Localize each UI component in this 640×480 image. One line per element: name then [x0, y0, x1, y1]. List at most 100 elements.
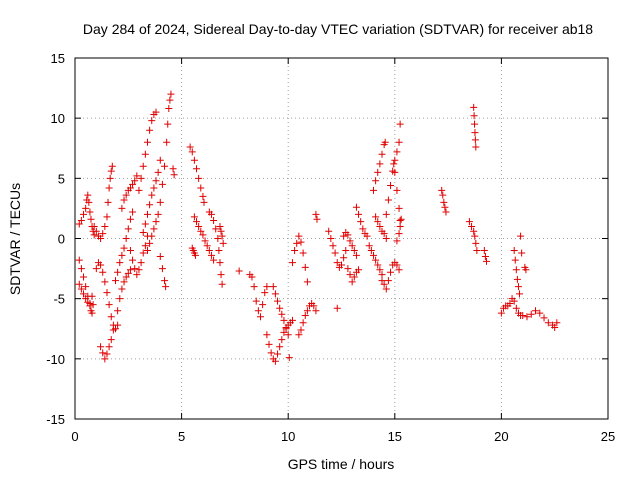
data-point — [439, 191, 447, 199]
data-point — [143, 210, 151, 218]
data-point — [166, 96, 174, 104]
data-point — [193, 165, 201, 173]
data-point — [120, 244, 128, 252]
data-point — [512, 266, 520, 274]
series-arc-ao — [465, 218, 481, 255]
data-point — [105, 184, 113, 192]
series-arc-ac — [333, 304, 341, 312]
data-point — [312, 307, 320, 315]
data-point — [352, 251, 360, 259]
data-point — [216, 259, 224, 267]
data-point — [250, 283, 258, 291]
data-point — [80, 210, 88, 218]
data-point — [104, 198, 112, 206]
series-arc-ah — [372, 213, 390, 242]
data-point — [141, 220, 149, 228]
data-point — [86, 302, 94, 310]
data-point — [191, 251, 199, 259]
data-point — [75, 256, 83, 264]
data-point — [387, 182, 395, 190]
data-point — [103, 350, 111, 358]
data-points — [75, 90, 561, 365]
data-point — [99, 230, 107, 238]
data-point — [114, 268, 122, 276]
data-point — [203, 242, 211, 250]
data-point — [523, 313, 531, 321]
x-tick-label: 0 — [71, 429, 78, 444]
data-point — [285, 354, 293, 362]
data-point — [372, 256, 380, 264]
data-point — [395, 204, 403, 212]
data-point — [256, 313, 264, 321]
series-arc-o — [169, 165, 178, 179]
data-point — [85, 198, 93, 206]
data-point — [77, 216, 85, 224]
series-arc-an — [438, 186, 450, 216]
data-point — [340, 232, 348, 240]
data-point — [380, 280, 388, 288]
x-tick-label: 15 — [388, 429, 402, 444]
grid-lines — [75, 58, 608, 419]
data-point — [88, 292, 96, 300]
data-point — [303, 307, 311, 315]
data-point — [137, 174, 145, 182]
data-point — [471, 136, 479, 144]
data-point — [101, 278, 109, 286]
data-point — [89, 301, 97, 309]
data-point — [112, 277, 120, 285]
data-point — [376, 222, 384, 230]
data-point — [82, 204, 90, 212]
data-point — [551, 324, 559, 332]
data-point — [381, 138, 389, 146]
data-point — [391, 168, 399, 176]
data-point — [190, 213, 198, 221]
data-point — [146, 201, 154, 209]
series-arc-h — [114, 266, 134, 315]
data-point — [77, 285, 85, 293]
data-point — [522, 266, 530, 274]
data-point — [471, 120, 479, 128]
data-point — [129, 256, 137, 264]
data-point — [344, 265, 352, 273]
data-point — [248, 273, 256, 281]
data-point — [363, 232, 371, 240]
data-point — [325, 227, 333, 235]
data-point — [107, 313, 115, 321]
data-point — [513, 275, 521, 283]
data-point — [107, 167, 115, 175]
data-point — [274, 350, 282, 358]
data-point — [217, 271, 225, 279]
data-point — [395, 266, 403, 274]
series-arc-m — [143, 210, 170, 291]
data-point — [269, 283, 277, 291]
data-point — [124, 269, 132, 277]
data-point — [393, 237, 401, 245]
data-point — [169, 165, 177, 173]
data-point — [510, 297, 518, 305]
data-point — [295, 331, 303, 339]
data-point — [97, 261, 105, 269]
data-point — [116, 259, 124, 267]
y-tick-label: 10 — [51, 111, 65, 126]
data-point — [519, 312, 527, 320]
y-tick-label: -5 — [53, 292, 65, 307]
y-tick-label: 15 — [51, 51, 65, 66]
data-point — [518, 249, 526, 257]
data-point — [199, 231, 207, 239]
data-point — [165, 105, 173, 113]
data-point — [280, 328, 288, 336]
data-point — [200, 198, 208, 206]
data-point — [154, 168, 162, 176]
data-point — [161, 277, 169, 285]
data-point — [369, 251, 377, 259]
series-arc-g — [112, 208, 137, 285]
data-point — [544, 319, 552, 327]
data-point — [156, 198, 164, 206]
data-point — [235, 267, 243, 275]
data-point — [553, 319, 561, 327]
data-point — [527, 310, 535, 318]
data-point — [365, 242, 373, 250]
data-point — [265, 340, 273, 348]
data-point — [197, 184, 205, 192]
data-point — [114, 321, 122, 329]
